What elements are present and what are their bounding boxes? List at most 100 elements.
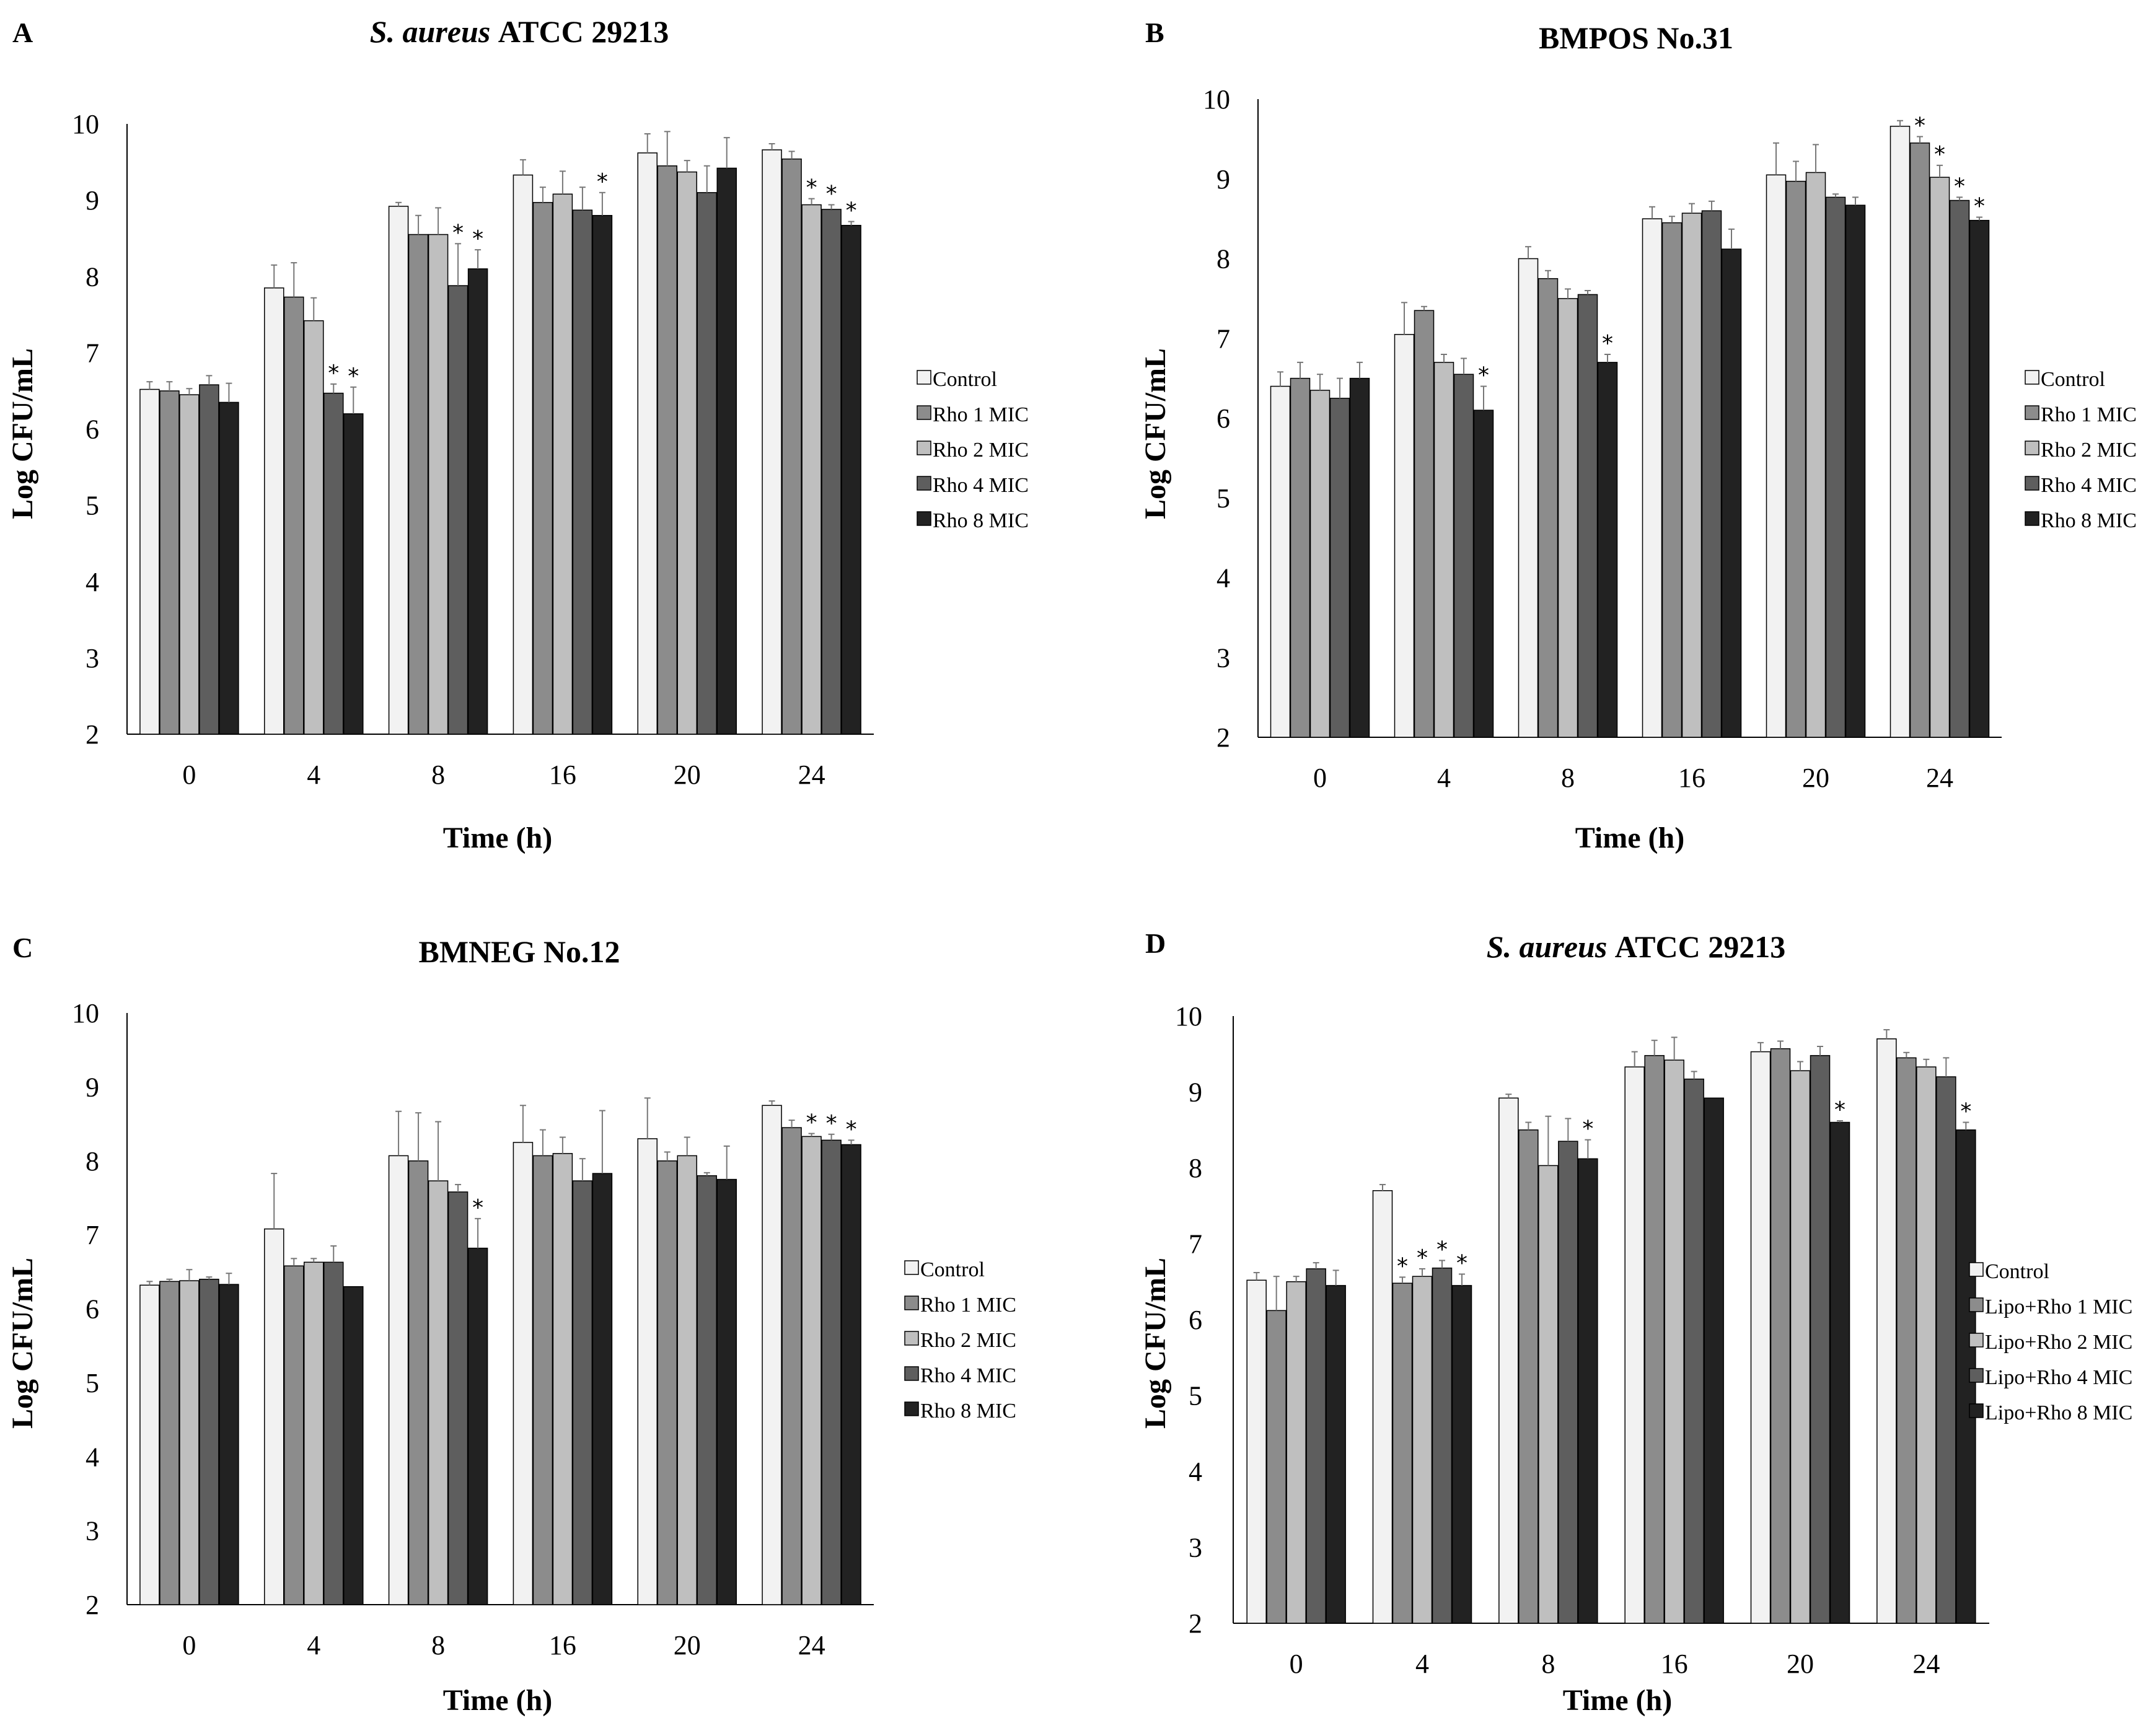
bar-lipo-rho-2-mic-4h xyxy=(1412,1276,1433,1624)
y-tick-label: 4 xyxy=(1216,563,1230,594)
bar-rho-1-mic-24h xyxy=(781,158,802,735)
bar-rho-4-mic-20h xyxy=(697,192,717,735)
legend-label: Lipo+Rho 4 MIC xyxy=(1985,1366,2132,1389)
bar-rho-8-mic-4h xyxy=(1473,410,1494,738)
y-tick-label: 7 xyxy=(86,1220,99,1250)
y-axis-title: Log CFU/mL xyxy=(1139,1258,1172,1429)
chart-title-text: ATCC 29213 xyxy=(1607,929,1785,964)
legend-swatch xyxy=(917,370,931,385)
y-tick-label: 9 xyxy=(1216,164,1230,195)
legend-swatch xyxy=(2025,476,2039,491)
bar-control-20h xyxy=(1750,1051,1771,1624)
x-tick-label: 16 xyxy=(1678,763,1705,793)
x-tick-label: 0 xyxy=(1313,763,1327,793)
legend-label: Control xyxy=(1985,1260,2049,1283)
legend-swatch xyxy=(2025,511,2039,526)
legend-swatch xyxy=(904,1401,919,1416)
bar-rho-2-mic-0h xyxy=(1309,390,1331,738)
bar-lipo-rho-2-mic-24h xyxy=(1916,1066,1937,1624)
chart-title-italic: S. aureus xyxy=(370,14,491,49)
bar-rho-1-mic-8h xyxy=(408,234,429,735)
y-tick-label: 5 xyxy=(86,491,99,521)
bar-rho-2-mic-0h xyxy=(179,1280,200,1605)
significance-marker: * xyxy=(328,361,339,386)
y-tick-label: 5 xyxy=(1189,1381,1202,1411)
bar-rho-8-mic-4h xyxy=(343,413,364,735)
bar-lipo-rho-1-mic-8h xyxy=(1518,1129,1539,1624)
bar-rho-4-mic-0h xyxy=(1329,398,1350,738)
bar-lipo-rho-8-mic-16h xyxy=(1704,1097,1724,1624)
legend-label: Lipo+Rho 2 MIC xyxy=(1985,1331,2132,1354)
legend-swatch xyxy=(917,405,931,420)
bar-rho-1-mic-0h xyxy=(159,390,180,735)
legend-label: Control xyxy=(2041,368,2105,391)
bar-rho-1-mic-24h xyxy=(1909,142,1930,738)
y-tick-label: 2 xyxy=(1216,722,1230,753)
x-tick-label: 8 xyxy=(431,1630,445,1660)
bar-control-24h xyxy=(1889,126,1911,738)
bar-control-16h xyxy=(1624,1066,1645,1624)
bar-rho-4-mic-20h xyxy=(1825,196,1846,738)
bar-lipo-rho-2-mic-0h xyxy=(1286,1281,1306,1624)
x-tick-label: 16 xyxy=(1661,1649,1688,1679)
bar-control-4h xyxy=(264,287,284,735)
y-tick-label: 8 xyxy=(1216,244,1230,274)
bar-control-20h xyxy=(637,1138,658,1605)
chart-title-italic: S. aureus xyxy=(1487,929,1608,964)
bar-rho-4-mic-4h xyxy=(323,1261,344,1605)
chart-panel-c: C BMNEG No.12 Log CFU/mL Time (h) 2 3 4 5 6 7 8 9 10… xyxy=(6,932,1016,1717)
legend-label: Rho 2 MIC xyxy=(2041,439,2137,462)
significance-marker: * xyxy=(806,175,817,201)
bar-lipo-rho-1-mic-4h xyxy=(1392,1282,1413,1624)
bar-rho-1-mic-16h xyxy=(532,1155,553,1605)
bar-rho-2-mic-4h xyxy=(304,1261,324,1605)
y-tick-label: 8 xyxy=(1189,1153,1202,1183)
bar-rho-4-mic-20h xyxy=(697,1175,717,1605)
bar-rho-2-mic-8h xyxy=(1557,298,1578,738)
x-tick-label: 20 xyxy=(1787,1649,1814,1679)
legend-swatch xyxy=(1969,1403,1984,1418)
significance-marker: * xyxy=(846,198,857,224)
significance-marker: * xyxy=(1417,1245,1428,1271)
legend-label: Rho 1 MIC xyxy=(2041,403,2137,426)
y-tick-label: 7 xyxy=(1216,323,1230,354)
legend-label: Rho 4 MIC xyxy=(2041,474,2137,497)
bar-rho-4-mic-16h xyxy=(572,1180,593,1605)
legend-swatch xyxy=(917,511,931,526)
x-tick-label: 24 xyxy=(798,760,825,790)
x-tick-label: 0 xyxy=(182,1630,196,1660)
bar-rho-1-mic-0h xyxy=(159,1281,180,1605)
bar-rho-2-mic-24h xyxy=(801,1136,822,1605)
bar-lipo-rho-8-mic-8h xyxy=(1578,1158,1598,1624)
bar-lipo-rho-2-mic-8h xyxy=(1538,1165,1559,1624)
bar-lipo-rho-2-mic-16h xyxy=(1664,1059,1684,1624)
x-tick-label: 0 xyxy=(1290,1649,1303,1679)
x-tick-label: 24 xyxy=(798,1630,825,1660)
bar-rho-4-mic-16h xyxy=(572,209,593,735)
legend-label: Rho 2 MIC xyxy=(933,439,1029,462)
x-tick-label: 8 xyxy=(431,760,445,790)
y-tick-label: 4 xyxy=(86,567,99,597)
y-tick-label: 5 xyxy=(1216,483,1230,514)
legend-swatch xyxy=(1969,1262,1984,1277)
y-tick-label: 2 xyxy=(86,719,99,750)
bar-rho-4-mic-24h xyxy=(1949,199,1970,738)
x-tick-label: 24 xyxy=(1926,763,1953,793)
chart-title: BMNEG No.12 xyxy=(419,934,620,969)
bar-rho-8-mic-24h xyxy=(1969,219,1990,738)
significance-marker: * xyxy=(846,1116,857,1142)
bar-rho-2-mic-20h xyxy=(1805,172,1826,738)
x-tick-label: 4 xyxy=(1437,763,1451,793)
y-tick-label: 10 xyxy=(1175,1001,1202,1032)
bar-rho-8-mic-20h xyxy=(716,1178,737,1605)
bar-rho-1-mic-20h xyxy=(1785,180,1806,738)
significance-marker: * xyxy=(597,169,608,195)
significance-marker: * xyxy=(826,182,837,207)
bar-control-16h xyxy=(513,174,534,735)
bar-rho-2-mic-24h xyxy=(1929,177,1950,738)
bar-rho-8-mic-16h xyxy=(1721,248,1742,738)
legend-swatch xyxy=(917,476,931,491)
chart-title: BMPOS No.31 xyxy=(1539,20,1733,55)
bar-rho-2-mic-4h xyxy=(1433,362,1454,738)
bar-rho-4-mic-24h xyxy=(821,1139,842,1605)
